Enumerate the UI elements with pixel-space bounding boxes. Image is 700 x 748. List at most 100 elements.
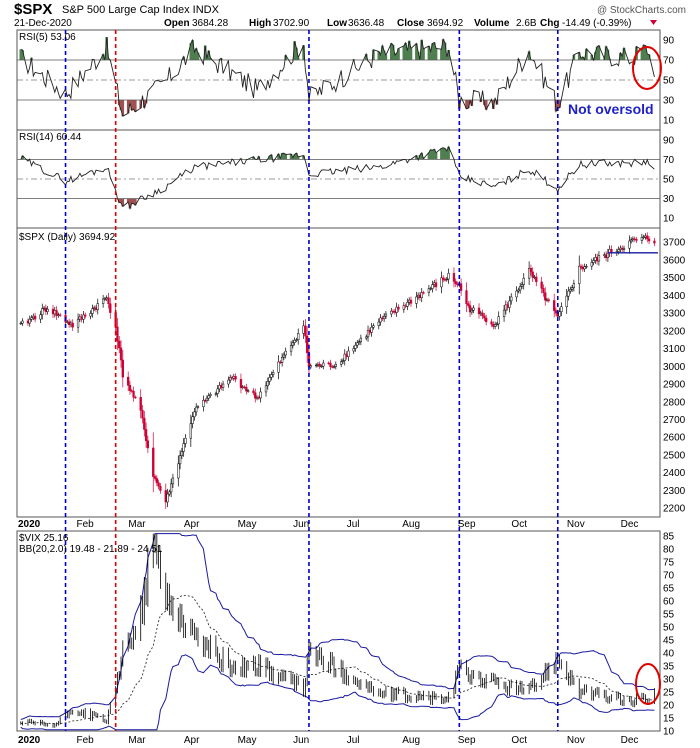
price-candle [533, 276, 536, 279]
price-candle [155, 478, 158, 483]
price-candle [579, 265, 583, 268]
price-candle [153, 476, 157, 479]
price-candle [492, 323, 495, 327]
price-candle [157, 482, 160, 487]
price-candle [59, 314, 62, 316]
price-candle [404, 305, 407, 307]
price-candle [357, 341, 361, 344]
price-candle [468, 305, 472, 313]
price-candle [304, 325, 307, 337]
price-candle [107, 297, 110, 305]
price-candle [105, 297, 108, 300]
price-candle [67, 321, 71, 325]
price-candle [279, 361, 282, 364]
price-candle [121, 359, 124, 378]
price-candle [597, 255, 601, 262]
price-candle [327, 362, 330, 365]
price-candle [590, 262, 593, 267]
price-candle [527, 268, 531, 279]
rsi-highlight-circle [632, 46, 662, 90]
price-candle [628, 240, 631, 249]
chart-date: 21-Dec-2020 [14, 18, 72, 29]
price-candle [402, 305, 405, 310]
high-label: High [249, 18, 271, 29]
price-candle [429, 288, 432, 290]
price-candle [434, 282, 438, 288]
price-candle [493, 324, 497, 327]
price-candle [96, 303, 99, 310]
price-candle [560, 306, 563, 312]
price-tick-label: 3100 [663, 344, 686, 355]
price-candle [569, 289, 572, 292]
price-candle [415, 296, 418, 304]
price-candle [502, 309, 506, 317]
month-label: 2020 [18, 519, 41, 530]
price-candle [109, 303, 112, 313]
price-candle [259, 391, 262, 399]
price-candle [41, 308, 44, 315]
price-candle [189, 423, 192, 439]
price-candle [452, 273, 456, 282]
price-candle [517, 289, 520, 292]
price-candle [329, 362, 332, 367]
price-tick-label: 3300 [663, 309, 686, 320]
price-candle [630, 239, 633, 242]
price-candle [246, 390, 250, 392]
month-label: Oct [511, 519, 527, 530]
price-candle [578, 265, 581, 284]
price-candle [159, 486, 162, 491]
price-tick-label: 2500 [663, 450, 686, 461]
price-candle [42, 307, 46, 310]
price-candle [195, 406, 198, 413]
vix-title: $VIX 25.16 [19, 533, 69, 544]
bollinger-lower-band [20, 654, 655, 731]
vix-tick-label: 45 [663, 636, 675, 647]
price-candle [182, 443, 185, 452]
price-candle [635, 239, 638, 241]
price-candle [381, 317, 384, 320]
price-candle [297, 333, 300, 341]
price-candle [202, 400, 205, 408]
price-candle [116, 326, 119, 342]
price-candle [409, 299, 413, 304]
price-candle [272, 372, 275, 375]
price-candle [479, 312, 482, 315]
price-candle [633, 238, 636, 240]
price-candle [529, 268, 533, 273]
month-label: 2020 [18, 735, 41, 746]
index-name: S&P 500 Large Cap Index INDX [62, 4, 220, 16]
price-candle [164, 490, 167, 503]
plot-layer [17, 37, 660, 731]
vix-tick-label: 80 [663, 545, 675, 556]
price-candle [254, 392, 257, 399]
month-label: Jun [293, 519, 309, 530]
month-label: Jun [293, 735, 309, 746]
price-candle [356, 342, 359, 346]
price-candle [282, 354, 286, 358]
price-candle [467, 303, 470, 306]
price-candle [227, 379, 230, 385]
price-candle [519, 286, 522, 291]
price-candle [245, 387, 248, 392]
price-candle [314, 364, 318, 367]
price-candle [51, 308, 55, 315]
price-candle [243, 386, 246, 388]
price-candle [130, 390, 133, 392]
price-candle [570, 287, 574, 290]
price-candle [408, 299, 411, 303]
month-label: May [238, 735, 257, 746]
event-lines [64, 30, 559, 731]
price-candle [477, 307, 481, 315]
chg-value: -14.49 (-0.39%) [562, 18, 631, 29]
open-label: Open [164, 18, 190, 29]
vix-tick-label: 65 [663, 584, 675, 595]
price-candle [483, 315, 486, 319]
vix-tick-label: 25 [663, 688, 675, 699]
price-candle [257, 397, 260, 399]
close-label: Close [397, 18, 425, 29]
chg-label: Chg [540, 18, 559, 29]
vix-tick-label: 75 [663, 558, 675, 569]
price-candle [379, 317, 382, 323]
price-candle [459, 283, 463, 291]
price-candle [143, 417, 146, 430]
